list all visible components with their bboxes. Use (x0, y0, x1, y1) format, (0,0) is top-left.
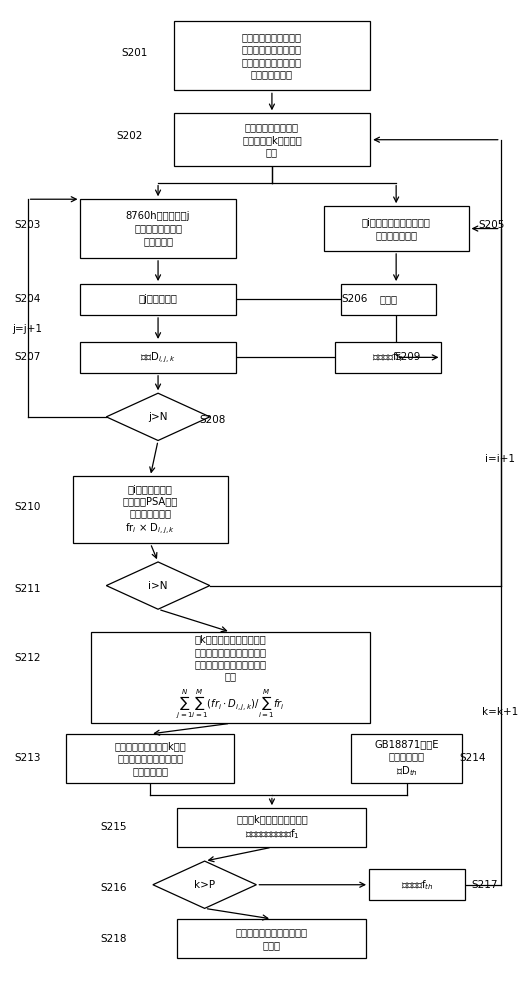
Text: 确定核电厂的烟羽应急计划
区范围: 确定核电厂的烟羽应急计划 区范围 (236, 927, 308, 950)
Polygon shape (153, 861, 256, 908)
Text: 发生频率fr$_i$: 发生频率fr$_i$ (372, 350, 404, 364)
Text: S206: S206 (342, 294, 368, 304)
Bar (80, 342, 236, 373)
Text: 释放量: 释放量 (380, 294, 397, 304)
Bar (66, 734, 234, 783)
Text: S217: S217 (471, 880, 497, 890)
Text: S216: S216 (101, 883, 127, 893)
Polygon shape (106, 562, 210, 609)
Text: S212: S212 (14, 653, 41, 663)
Bar (335, 342, 442, 373)
Text: GB18871附录E
给出的剂量限
值D$_{th}$: GB18871附录E 给出的剂量限 值D$_{th}$ (374, 739, 439, 778)
Text: 剂量D$_{i,j,k}$: 剂量D$_{i,j,k}$ (140, 350, 176, 365)
Text: S214: S214 (459, 753, 486, 763)
Text: S205: S205 (479, 220, 505, 230)
Bar (91, 632, 370, 723)
Bar (72, 476, 228, 543)
Bar (341, 284, 436, 315)
Text: S209: S209 (394, 352, 421, 362)
Text: j=j+1: j=j+1 (13, 324, 43, 334)
Text: k>P: k>P (194, 880, 215, 890)
Text: S211: S211 (14, 584, 41, 594)
Bar (177, 808, 366, 847)
Bar (369, 869, 465, 900)
Bar (174, 113, 370, 166)
Text: i=i+1: i=i+1 (485, 454, 514, 464)
Text: S218: S218 (101, 934, 127, 944)
Text: 得到同一个预设网格k处超
过指定剂量的频率随剂量
的变化示意图: 得到同一个预设网格k处超 过指定剂量的频率随剂量 的变化示意图 (114, 741, 186, 776)
Text: 第j组气象数据: 第j组气象数据 (139, 294, 177, 304)
Bar (324, 206, 469, 251)
Bar (177, 919, 366, 958)
Text: S204: S204 (14, 294, 41, 304)
Bar (80, 284, 236, 315)
Bar (80, 199, 236, 258)
Bar (351, 734, 462, 783)
Text: j>N: j>N (148, 412, 168, 422)
Text: 模拟区域中距离核电
厂释放源第k个预设网
格处: 模拟区域中距离核电 厂释放源第k个预设网 格处 (242, 122, 302, 157)
Text: i>N: i>N (148, 581, 168, 591)
Text: S208: S208 (199, 415, 226, 425)
Text: S215: S215 (101, 822, 127, 832)
Polygon shape (106, 393, 210, 440)
Text: 得到第k个预设网格处超过
指定剂量限值的频率f$_1$: 得到第k个预设网格处超过 指定剂量限值的频率f$_1$ (236, 814, 308, 841)
Text: 在距离核电厂预设距离
内的区域范围建立模拟
区域，模拟区域由若干
个预设网格组成: 在距离核电厂预设距离 内的区域范围建立模拟 区域，模拟区域由若干 个预设网格组成 (242, 32, 302, 79)
Text: 8760h逐时中的第j
组气象抽样条件进
行气象抽样: 8760h逐时中的第j 组气象抽样条件进 行气象抽样 (126, 211, 190, 246)
Text: S210: S210 (14, 502, 41, 512)
Text: 第k个预设网格的所有二级
概率安全分析源项释放类按
照其发生频率加权后的剂量
结果
$\sum_{j=1}^{N}\sum_{i=1}^{M}(fr_i \cd: 第k个预设网格的所有二级 概率安全分析源项释放类按 照其发生频率加权后的剂量 结… (176, 634, 285, 721)
Text: 第i个二级概率安
全分析（PSA）给
出的概率论源项
fr$_i$ × D$_{i,j,k}$: 第i个二级概率安 全分析（PSA）给 出的概率论源项 fr$_i$ × D$_{… (123, 484, 178, 536)
Text: S201: S201 (122, 48, 148, 58)
Text: 第i个二级概率安全分析给
出的概率论源项: 第i个二级概率安全分析给 出的概率论源项 (362, 217, 430, 240)
Text: S207: S207 (14, 352, 41, 362)
Text: S213: S213 (14, 753, 41, 763)
Bar (174, 21, 370, 90)
Text: k=k+1: k=k+1 (481, 707, 518, 717)
Text: S203: S203 (14, 220, 41, 230)
Text: 频率限值f$_{th}$: 频率限值f$_{th}$ (401, 878, 433, 892)
Text: S202: S202 (117, 131, 143, 141)
